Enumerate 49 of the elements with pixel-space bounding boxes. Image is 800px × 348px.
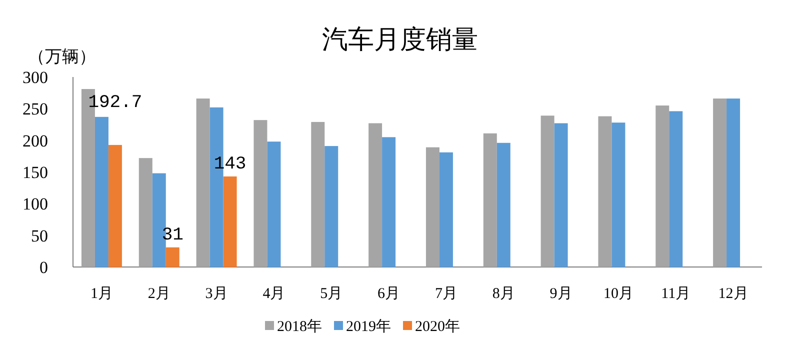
legend-label: 2019年 [346,318,391,335]
bar [612,122,626,267]
x-tick-label: 5月 [320,286,343,302]
bar [426,147,440,267]
y-tick-label: 250 [22,100,48,119]
x-tick-label: 10月 [603,286,634,302]
bar [254,120,268,267]
chart-title: 汽车月度销量 [322,25,478,54]
bar [598,116,612,267]
x-tick-label: 2月 [148,286,170,302]
bar [656,106,670,267]
bar [311,122,325,267]
bar [267,142,281,267]
x-tick-label: 11月 [661,286,691,302]
bar [382,137,396,267]
data-label: 192.7 [88,92,142,113]
bar [223,176,237,267]
x-tick-label: 9月 [550,286,572,302]
legend-label: 2018年 [277,318,322,335]
y-tick-label: 200 [22,131,48,150]
bar [496,142,510,267]
x-tick-label: 6月 [378,286,400,302]
bar [196,98,210,267]
bar [554,123,568,267]
legend-label: 2020年 [415,318,460,335]
bar [138,158,152,267]
bar [368,123,382,267]
bar [439,152,453,267]
bar [713,98,727,267]
y-tick-label: 150 [22,163,48,182]
y-tick-label: 100 [22,194,48,214]
bar [540,116,554,267]
bar [669,111,683,267]
x-tick-label: 7月 [434,286,458,302]
y-axis-title: （万辆） [28,47,96,66]
bar [108,144,122,267]
bar [94,116,108,267]
bar [483,133,497,267]
bar [324,146,338,267]
x-tick-label: 4月 [262,286,286,302]
y-tick-label: 50 [31,226,48,246]
y-tick-label: 0 [40,258,48,277]
x-tick-label: 8月 [492,286,515,302]
x-tick-label: 12月 [718,286,748,302]
x-tick-label: 1月 [90,286,113,302]
y-tick-label: 300 [22,68,48,87]
bar [726,98,740,267]
x-tick-label: 3月 [205,286,228,302]
bar [166,247,180,267]
